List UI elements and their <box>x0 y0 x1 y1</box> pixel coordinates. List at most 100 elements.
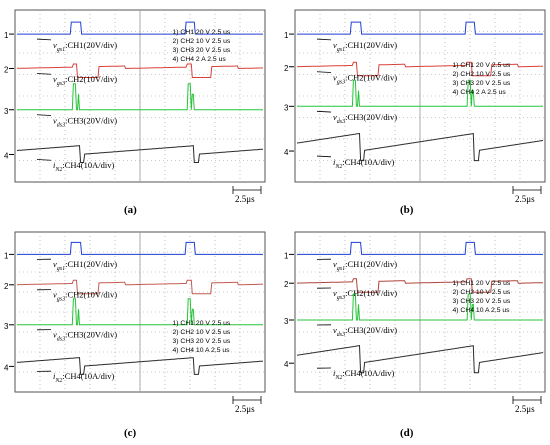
channel-marker: 3 <box>4 107 9 116</box>
channel-marker: 1 <box>4 251 9 260</box>
trace-2 <box>17 298 263 326</box>
signal-label-rest: :CH4(10A/div) <box>62 160 114 170</box>
signal-label-main: v <box>333 73 337 83</box>
signal-label: iN2:CH4(10A/div) <box>53 371 115 384</box>
trace-0 <box>297 241 543 255</box>
channel-marker: 3 <box>4 322 9 331</box>
signal-label-rest: :CH1(20V/div) <box>345 259 397 269</box>
signal-label: vgs3:CH2(10V/div) <box>333 288 397 301</box>
channel-setting: 1) CH1 20 V 2.5 us <box>453 280 511 287</box>
signal-label-sub: ds3 <box>337 332 345 338</box>
channel-marker: 2 <box>284 64 289 73</box>
channel-setting: 4) CH4 10 A 2.5 us <box>173 347 231 354</box>
trace-1 <box>296 61 543 77</box>
signal-label: iN2:CH4(10A/div) <box>333 368 395 381</box>
label-arrow <box>316 71 332 73</box>
scope-panel-3: 1vgs1:CH1(20V/div)2vgs3:CH2(10V/div)3vds… <box>284 231 546 439</box>
signal-label-rest: :CH2(10V/div) <box>65 74 117 84</box>
signal-label-rest: :CH3(20V/div) <box>345 325 397 335</box>
panel-label: (d) <box>400 427 414 439</box>
signal-label: vgs3:CH2(10V/div) <box>53 290 117 303</box>
signal-label-rest: :CH2(10V/div) <box>345 288 397 298</box>
signal-label-rest: :CH1(20V/div) <box>345 40 397 50</box>
signal-label-main: v <box>53 40 57 50</box>
signal-label: iN2:CH4(10A/div) <box>53 160 115 173</box>
panel-label: (a) <box>124 204 137 216</box>
trace-3 <box>16 145 264 163</box>
signal-label-rest: :CH1(20V/div) <box>65 259 117 269</box>
label-arrow <box>36 73 52 75</box>
signal-label-sub: gs1 <box>337 47 345 53</box>
panel-label-text: (b) <box>400 204 414 216</box>
panel-label-text: (c) <box>124 427 137 439</box>
trace-3 <box>16 357 264 375</box>
time-scale-label: 2.5μs <box>235 194 255 204</box>
signal-label-sub: gs3 <box>337 80 345 86</box>
trace-0 <box>17 241 263 255</box>
signal-label: vgs1:CH1(20V/div) <box>333 259 397 272</box>
label-arrow <box>36 159 52 161</box>
channel-setting: 4) CH4 2 A 2.5 us <box>173 56 227 63</box>
channel-marker: 1 <box>4 31 9 40</box>
channel-setting: 3) CH3 20 V 2.5 us <box>453 80 511 87</box>
signal-label-sub: N2 <box>54 167 62 173</box>
trace-2 <box>297 79 543 107</box>
signal-label-main: v <box>333 40 337 50</box>
channel-marker: 1 <box>284 31 289 40</box>
channel-setting: 2) CH2 10 V 2.5 us <box>453 71 511 78</box>
channel-setting: 1) CH1 20 V 2.5 us <box>453 62 511 69</box>
signal-label: vds3:CH3(20V/div) <box>53 330 117 343</box>
panel-label: (b) <box>400 204 414 216</box>
trace-3 <box>296 132 544 162</box>
signal-label: vgs3:CH2(10V/div) <box>53 74 117 87</box>
channel-setting: 2) CH2 10 V 2.5 us <box>453 289 511 296</box>
signal-label: vds3:CH3(20V/div) <box>333 325 397 338</box>
signal-label-main: v <box>53 74 57 84</box>
channel-marker: 4 <box>4 363 9 372</box>
channel-setting: 3) CH3 20 V 2.5 us <box>453 298 511 305</box>
time-scale-label: 2.5μs <box>235 404 255 414</box>
label-arrow <box>316 38 332 41</box>
signal-label-sub: gs1 <box>57 47 65 53</box>
signal-label-main: v <box>53 330 57 340</box>
channel-setting: 2) CH2 10 V 2.5 us <box>173 38 231 45</box>
trace-2 <box>17 83 263 111</box>
trace-0 <box>17 21 263 35</box>
signal-label: vgs1:CH1(20V/div) <box>53 259 117 272</box>
channel-marker: 2 <box>4 282 9 291</box>
trace-1 <box>16 63 264 78</box>
signal-label-sub: gs3 <box>337 295 345 301</box>
scope-panel-0: 1vgs1:CH1(20V/div)2vgs3:CH2(10V/div)3vds… <box>4 9 266 216</box>
channel-marker: 4 <box>284 360 289 369</box>
signal-label-rest: :CH4(10A/div) <box>342 368 394 378</box>
signal-label-main: i <box>333 157 336 167</box>
signal-label: vgs3:CH2(10V/div) <box>333 73 397 86</box>
channel-marker: 2 <box>284 280 289 289</box>
trace-3 <box>296 344 544 374</box>
signal-label-sub: N2 <box>334 164 342 170</box>
signal-label-rest: :CH4(10A/div) <box>62 371 114 381</box>
channel-marker: 2 <box>4 65 9 74</box>
time-scale-label: 2.5μs <box>515 404 535 414</box>
signal-label-rest: :CH2(10V/div) <box>65 290 117 300</box>
label-arrow <box>316 155 332 158</box>
channel-marker: 1 <box>284 251 289 260</box>
channel-setting: 1) CH1 20 V 2.5 us <box>173 29 231 36</box>
signal-label-sub: ds3 <box>57 337 65 343</box>
channel-setting: 2) CH2 10 V 2.5 us <box>173 329 231 336</box>
signal-label-sub: gs3 <box>57 297 65 303</box>
trace-1 <box>17 279 263 295</box>
signal-label-main: i <box>333 368 336 378</box>
signal-label-main: i <box>53 160 56 170</box>
channel-marker: 4 <box>4 151 9 160</box>
time-scale-label: 2.5μs <box>515 194 535 204</box>
signal-label-main: v <box>333 112 337 122</box>
signal-label-main: v <box>333 325 337 335</box>
signal-label-main: v <box>333 259 337 269</box>
channel-setting: 4) CH4 2 A 2.5 us <box>453 89 507 96</box>
signal-label-main: v <box>53 290 57 300</box>
scope-panel-1: 1vgs1:CH1(20V/div)2vgs3:CH2(10V/div)3vds… <box>284 9 546 216</box>
panel-label-text: (d) <box>400 427 414 439</box>
signal-label-main: v <box>53 116 57 126</box>
